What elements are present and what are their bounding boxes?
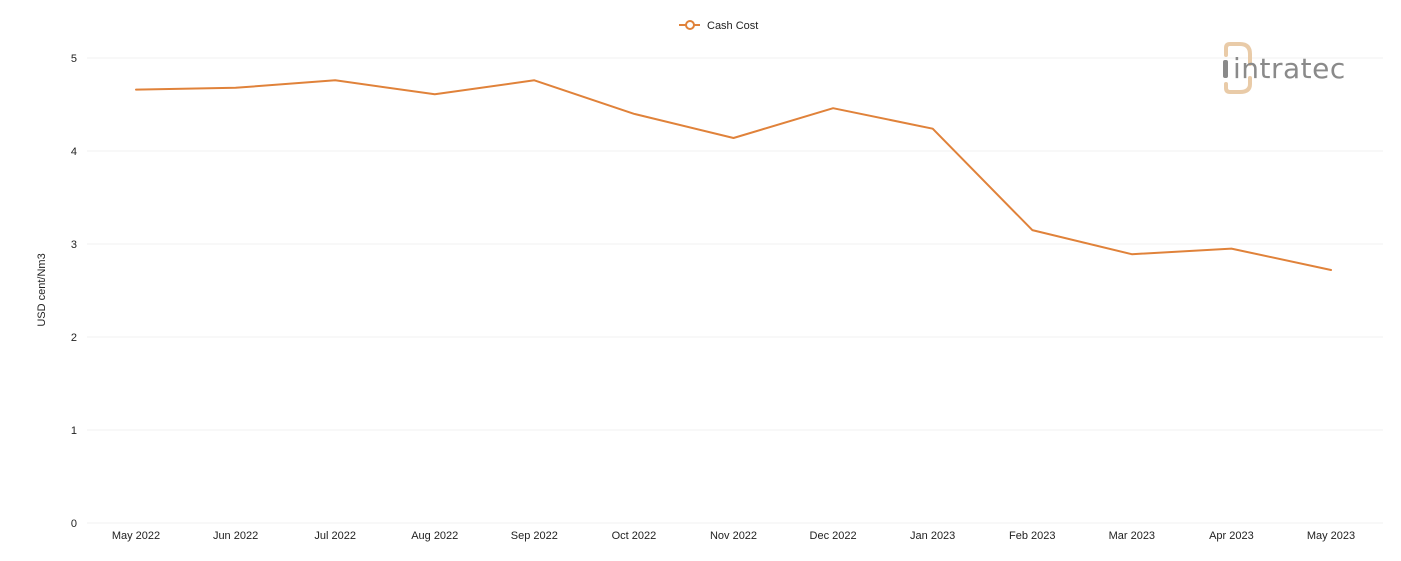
data-point[interactable] — [930, 126, 936, 132]
legend[interactable]: Cash Cost — [679, 20, 758, 32]
x-tick-label: Jan 2023 — [910, 530, 955, 542]
y-tick-label: 0 — [71, 518, 77, 530]
data-point[interactable] — [531, 77, 537, 83]
x-tick-label: May 2023 — [1307, 530, 1355, 542]
logo-mark-bottom — [1224, 76, 1252, 94]
data-point[interactable] — [1129, 251, 1135, 257]
series-layer — [133, 77, 1334, 273]
data-point[interactable] — [332, 77, 338, 83]
data-point[interactable] — [233, 85, 239, 91]
logo-text: intratec — [1233, 52, 1346, 85]
legend-circle-marker — [685, 20, 695, 30]
y-tick-label: 5 — [71, 53, 77, 65]
y-tick-label: 4 — [71, 146, 77, 158]
data-point[interactable] — [1228, 246, 1234, 252]
x-axis-ticks: May 2022 Jun 2022 Jul 2022 Aug 2022 Sep 2022… — [112, 530, 1355, 542]
data-point[interactable] — [1328, 267, 1334, 273]
y-tick-label: 1 — [71, 425, 77, 437]
x-tick-label: Jul 2022 — [314, 530, 356, 542]
x-tick-label: Jun 2022 — [213, 530, 258, 542]
grid-lines — [87, 57, 1383, 524]
data-point[interactable] — [830, 105, 836, 111]
data-point[interactable] — [1029, 227, 1035, 233]
series-line-cash-cost — [135, 79, 1332, 271]
x-tick-label: Aug 2022 — [411, 530, 458, 542]
y-tick-label: 2 — [71, 332, 77, 344]
intratec-logo: intratec — [1223, 42, 1346, 94]
y-axis-title: USD cent/Nm3 — [36, 253, 48, 326]
x-tick-label: Apr 2023 — [1209, 530, 1254, 542]
data-point[interactable] — [731, 135, 737, 141]
data-point[interactable] — [631, 111, 637, 117]
x-tick-label: Oct 2022 — [612, 530, 657, 542]
logo-mark-top — [1224, 42, 1252, 66]
x-tick-label: Sep 2022 — [511, 530, 558, 542]
x-tick-label: Nov 2022 — [710, 530, 757, 542]
legend-label-cash-cost: Cash Cost — [707, 20, 758, 32]
x-tick-label: Feb 2023 — [1009, 530, 1055, 542]
x-tick-label: Dec 2022 — [810, 530, 857, 542]
x-tick-label: May 2022 — [112, 530, 160, 542]
logo-mark-stem — [1223, 60, 1228, 78]
x-tick-label: Mar 2023 — [1109, 530, 1155, 542]
y-axis-ticks: 0 1 2 3 4 5 — [71, 53, 77, 530]
data-point[interactable] — [133, 87, 139, 93]
data-point[interactable] — [432, 91, 438, 97]
y-tick-label: 3 — [71, 239, 77, 251]
